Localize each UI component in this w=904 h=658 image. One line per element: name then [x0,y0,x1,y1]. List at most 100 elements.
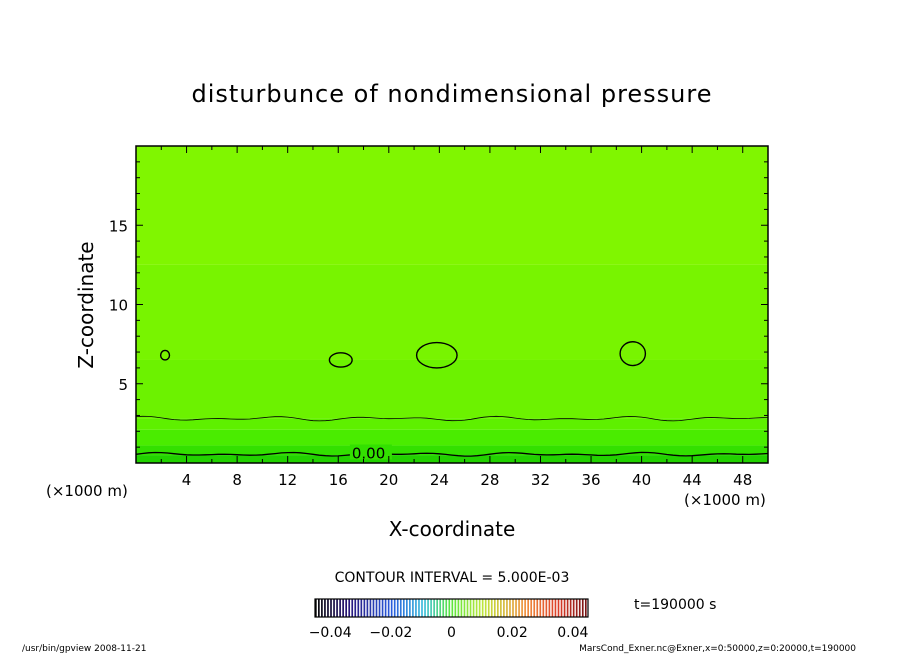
colorbar-cell [487,599,490,617]
closed-contour-1 [328,352,353,368]
time-text: t=190000 s [634,597,716,613]
colorbar-cell [396,599,399,617]
colorbar-cell [336,599,338,617]
colorbar-cell [484,599,487,617]
colorbar-cell [318,599,320,617]
colorbar-cell [369,599,372,617]
colorbar-cell [518,599,520,617]
x-tick-label: 40 [632,471,651,489]
colorbar-cell [503,599,505,617]
closed-contour-0 [159,349,171,361]
colorbar-cell [506,599,508,617]
colorbar-cell [524,599,526,617]
contour-band-4 [136,359,768,419]
colorbar-cell [581,599,584,617]
colorbar-cell [402,599,405,617]
colorbar-cell [584,599,587,617]
colorbar-cell [560,599,563,617]
colorbar-cell [415,599,417,617]
colorbar-cell [572,599,575,617]
x-tick-label: 8 [232,471,242,489]
colorbar-cell [445,599,448,617]
colorbar-cell [548,599,551,617]
colorbar-frame [314,598,589,618]
colorbar-cell [430,599,432,617]
colorbar-cell [490,599,493,617]
colorbar-cell [578,599,581,617]
colorbar-cell [566,599,569,617]
colorbar-cell [472,599,475,617]
colorbar-cell [399,599,402,617]
x-axis-label: X-coordinate [389,517,516,541]
colorbar-cell [515,599,517,617]
colorbar-cell [418,599,420,617]
x-tick-label: 12 [278,471,297,489]
colorbar: −0.04 −0.02 0 0.02 0.04 [309,598,589,641]
contour-label-zero: 0.00 [352,444,385,462]
colorbar-cell [315,599,317,617]
y-tick-label: 10 [109,297,128,315]
y-tick-label: 15 [109,217,128,235]
isoline-0 [135,451,769,457]
x-tick-label: 44 [683,471,702,489]
x-tick-label: 4 [182,471,192,489]
colorbar-cell [463,599,466,617]
colorbar-tick-label: 0 [447,625,456,641]
colorbar-cell [530,599,533,617]
colorbar-cell [333,599,335,617]
colorbar-cell [427,599,429,617]
colorbar-cell [393,599,396,617]
colorbar-cell [521,599,523,617]
x-tick-label: 16 [329,471,348,489]
colorbar-cell [321,599,323,617]
colorbar-cell [357,599,360,617]
y-axis-label: Z-coordinate [74,241,98,368]
colorbar-cell [497,599,499,617]
contour-lines [135,341,769,460]
colorbar-cell [424,599,426,617]
colorbar-cell [451,599,454,617]
colorbar-cell [454,599,457,617]
colorbar-cell [509,599,511,617]
closed-contour-3 [619,341,647,367]
colorbar-tick-label: −0.04 [309,625,352,641]
colorbar-cell [527,599,530,617]
colorbar-cell [324,599,326,617]
colorbar-cell [500,599,502,617]
colorbar-cell [409,599,411,617]
y-tick-label: 5 [118,376,128,394]
colorbar-cell [536,599,539,617]
contour-band-5 [136,264,768,360]
colorbar-cell [569,599,572,617]
colorbar-cell [412,599,414,617]
colorbar-cell [554,599,557,617]
isoline-1 [135,415,769,422]
colorbar-cell [551,599,554,617]
contour-fill [136,146,768,463]
colorbar-cell [345,599,348,617]
x-axis-unit-left: (×1000 m) [46,482,128,500]
colorbar-cell [406,599,408,617]
colorbar-cell [390,599,393,617]
colorbar-cell [348,599,351,617]
colorbar-cell [354,599,357,617]
colorbar-cell [433,599,435,617]
colorbar-tick-label: 0.02 [497,625,528,641]
colorbar-cell [378,599,381,617]
footer-left: /usr/bin/gpview 2008-11-21 [22,644,146,654]
colorbar-cell [563,599,566,617]
colorbar-cell [436,599,439,617]
colorbar-cell [481,599,484,617]
footer-right: MarsCond_Exner.nc@Exner,x=0:50000,z=0:20… [579,644,856,654]
contour-band-6 [136,146,768,265]
colorbar-cell [545,599,548,617]
colorbar-cell [512,599,514,617]
colorbar-cell [421,599,423,617]
chart-title: disturbunce of nondimensional pressure [192,80,713,108]
contour-band-1 [136,445,768,456]
colorbar-cell [360,599,363,617]
colorbar-tick-label: −0.02 [369,625,412,641]
colorbar-cell [478,599,481,617]
